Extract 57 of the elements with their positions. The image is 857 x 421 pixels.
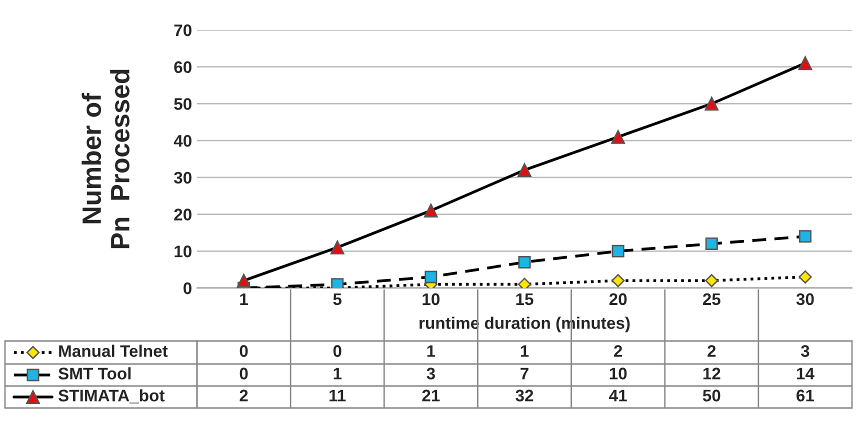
data-label: 3 [800,345,810,357]
x-tick-label: 1 [240,293,248,305]
point [705,238,718,250]
data-label: 50 [702,390,720,402]
legend-label: Manual Telnet [59,344,168,357]
data-label: 0 [240,368,248,380]
point [331,278,344,288]
point [798,270,812,284]
data-label: 2 [240,390,248,402]
data-label: 1 [520,345,529,357]
data-label: 61 [796,390,814,402]
data-label: 21 [422,390,440,402]
point [424,204,438,218]
data-label: 11 [330,390,346,402]
y-tick-label: 40 [174,134,192,147]
point [612,244,624,258]
point [424,270,438,284]
x-tick-label: 25 [702,293,720,306]
x-tick-label: 15 [516,293,534,306]
x-tick-label: 5 [333,293,342,306]
data-label: 32 [516,390,534,402]
y-tick-label: 10 [174,246,192,258]
y-axis-title: Number of Pn Processed [82,70,130,248]
x-tick-label: 10 [422,293,440,306]
data-label: 1 [427,345,436,357]
data-label: 12 [703,368,720,380]
y-tick-label: 50 [174,98,192,110]
data-label: 7 [520,368,528,380]
data-label: 10 [610,368,627,380]
x-tick-label: 20 [609,293,627,306]
point [611,130,626,144]
data-label: 0 [240,345,248,357]
data-label: 1 [334,368,342,380]
x-tick-label: 30 [796,293,814,306]
point [798,56,812,70]
y-tick-label: 30 [174,172,192,184]
point [705,274,718,288]
data-label: 41 [609,390,627,402]
data-label: 2 [708,345,716,357]
data-label: 0 [333,345,342,357]
data-label: 2 [614,345,622,357]
point [236,274,251,288]
legend-label: SMT Tool [58,367,131,380]
legend-label: STIMATA_bot [58,389,165,404]
point [518,163,532,177]
data-label: 3 [426,368,435,380]
y-tick-label: 60 [174,61,192,74]
point [330,240,344,254]
y-tick-label: 20 [174,208,192,220]
y-tick-label: 70 [174,24,192,36]
point [518,256,531,268]
point [704,96,719,111]
point [798,230,812,243]
y-tick-label: 0 [184,282,192,294]
point [611,274,625,288]
x-axis-title: runtime duration (minutes) [420,316,630,332]
data-label: 14 [796,368,814,380]
